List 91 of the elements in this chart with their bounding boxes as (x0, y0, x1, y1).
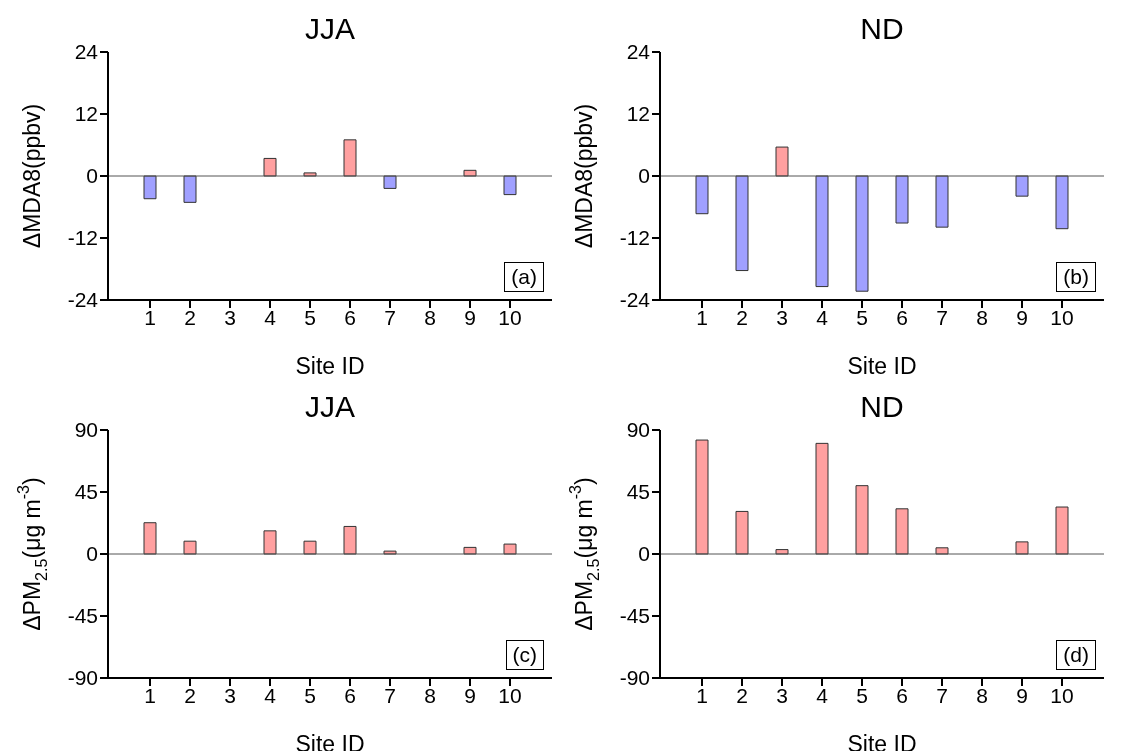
x-tick-label: 7 (936, 683, 948, 707)
chart-title: JJA (304, 12, 356, 46)
x-tick-label: 4 (264, 305, 277, 329)
x-tick-label: 10 (1050, 305, 1074, 329)
bar (503, 175, 517, 196)
x-tick-label: 5 (304, 305, 316, 329)
x-tick-label: 3 (776, 305, 788, 329)
y-tick-label: 90 (626, 418, 650, 442)
bar (815, 442, 829, 555)
x-tick-label: 4 (264, 683, 277, 707)
y-tick-label: 12 (74, 102, 98, 126)
y-tick-label: 0 (638, 542, 650, 566)
x-tick-label: 6 (344, 683, 356, 707)
bar (695, 439, 709, 555)
x-tick-label: 7 (936, 305, 948, 329)
bar (143, 175, 157, 200)
bar (303, 540, 317, 555)
y-tick-label: 24 (626, 40, 651, 64)
x-tick-label: 3 (224, 305, 236, 329)
bar (263, 157, 277, 177)
x-tick-label: 2 (184, 683, 196, 707)
x-tick-label: 10 (1050, 683, 1074, 707)
x-tick-label: 9 (464, 683, 476, 707)
y-tick-label: 45 (626, 480, 650, 504)
y-tick-label: -45 (619, 604, 650, 628)
bar (735, 510, 749, 555)
y-axis-title: ΔMDA8(ppbv) (19, 103, 46, 249)
bar (383, 175, 397, 189)
bar (343, 139, 357, 177)
chart-title: JJA (304, 390, 356, 424)
bar (343, 525, 357, 555)
y-tick-label: 12 (626, 102, 650, 126)
bar (1055, 506, 1069, 555)
x-tick-label: 8 (976, 683, 988, 707)
x-tick-label: 3 (224, 683, 236, 707)
x-tick-label: 8 (424, 305, 436, 329)
bar (503, 543, 517, 555)
annotation: (a) (504, 262, 544, 292)
x-tick-label: 8 (976, 305, 988, 329)
y-tick-label: 0 (638, 164, 650, 188)
x-tick-label: 6 (896, 683, 908, 707)
x-tick-label: 5 (304, 683, 316, 707)
x-tick-label: 2 (184, 305, 196, 329)
x-tick-label: 7 (384, 683, 396, 707)
x-tick-label: 6 (896, 305, 908, 329)
x-tick-label: 10 (498, 305, 522, 329)
x-tick-label: 5 (856, 305, 868, 329)
y-tick-label: 90 (74, 418, 98, 442)
x-tick-label: 2 (736, 683, 748, 707)
x-tick-label: 6 (344, 305, 356, 329)
x-tick-label: 1 (696, 305, 708, 329)
y-tick-label: 45 (74, 480, 98, 504)
x-tick-label: 1 (144, 305, 156, 329)
bar (263, 530, 277, 555)
y-tick-label: -24 (619, 288, 651, 312)
bar (183, 540, 197, 555)
annotation: (d) (1056, 640, 1096, 670)
x-tick-label: 10 (498, 683, 522, 707)
bar (1015, 541, 1029, 555)
bar (895, 508, 909, 555)
y-tick-label: -12 (67, 226, 98, 250)
x-tick-label: 9 (1016, 683, 1028, 707)
y-tick-label: 24 (74, 40, 99, 64)
x-tick-label: 1 (696, 683, 708, 707)
y-tick-label: -24 (67, 288, 99, 312)
chart-title: ND (859, 12, 905, 46)
x-tick-label: 3 (776, 683, 788, 707)
x-tick-label: 1 (144, 683, 156, 707)
y-tick-label: 0 (86, 542, 98, 566)
x-tick-label: 2 (736, 305, 748, 329)
y-tick-label: -45 (67, 604, 98, 628)
x-tick-label: 9 (464, 305, 476, 329)
y-axis-title: ΔMDA8(ppbv) (571, 103, 598, 249)
x-axis-title: Site ID (847, 353, 917, 379)
bar (855, 485, 869, 555)
x-tick-label: 4 (816, 305, 829, 329)
x-tick-label: 9 (1016, 305, 1028, 329)
bar (183, 175, 197, 203)
x-tick-label: 4 (816, 683, 829, 707)
x-tick-label: 5 (856, 683, 868, 707)
x-axis-title: Site ID (295, 353, 365, 379)
bar (143, 522, 157, 555)
y-tick-label: -90 (67, 666, 98, 690)
y-tick-label: -90 (619, 666, 650, 690)
x-tick-label: 7 (384, 305, 396, 329)
annotation: (c) (505, 640, 544, 670)
chart-title: ND (859, 390, 905, 424)
y-tick-label: 0 (86, 164, 98, 188)
annotation: (b) (1056, 262, 1096, 292)
y-tick-label: -12 (619, 226, 650, 250)
x-tick-label: 8 (424, 683, 436, 707)
